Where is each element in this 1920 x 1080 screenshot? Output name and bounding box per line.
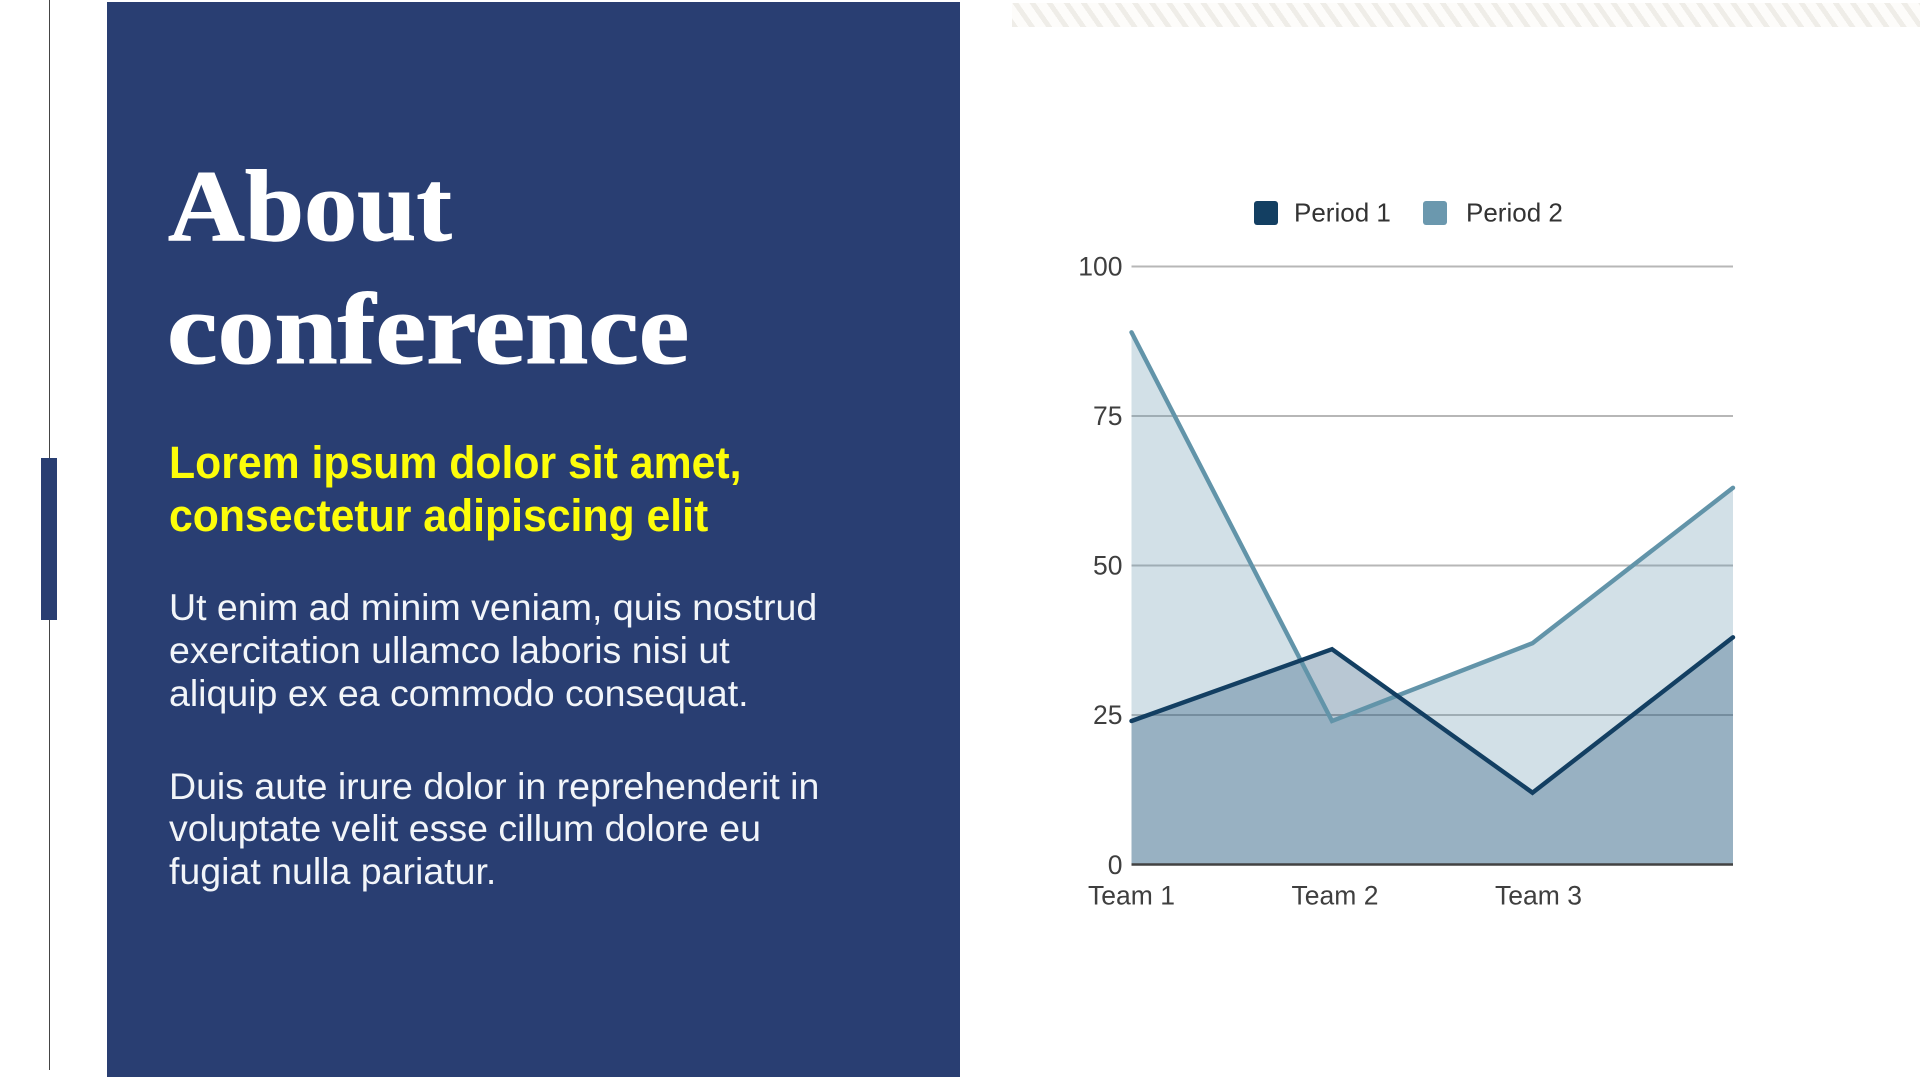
svg-text:100: 100 xyxy=(1078,252,1122,282)
svg-text:0: 0 xyxy=(1108,850,1123,880)
svg-text:Period 1: Period 1 xyxy=(1294,198,1391,228)
svg-text:Team 1: Team 1 xyxy=(1088,881,1175,911)
svg-text:25: 25 xyxy=(1093,700,1122,730)
svg-text:75: 75 xyxy=(1093,401,1122,431)
svg-text:Team 2: Team 2 xyxy=(1292,881,1379,911)
svg-text:Team 3: Team 3 xyxy=(1495,881,1582,911)
svg-text:Period 2: Period 2 xyxy=(1466,198,1563,228)
svg-text:50: 50 xyxy=(1093,551,1122,581)
